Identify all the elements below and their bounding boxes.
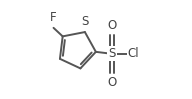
Text: F: F (50, 11, 57, 24)
Text: S: S (108, 47, 116, 60)
Text: Cl: Cl (127, 47, 139, 60)
Text: O: O (108, 76, 117, 89)
Text: S: S (81, 15, 89, 28)
Text: O: O (108, 19, 117, 32)
